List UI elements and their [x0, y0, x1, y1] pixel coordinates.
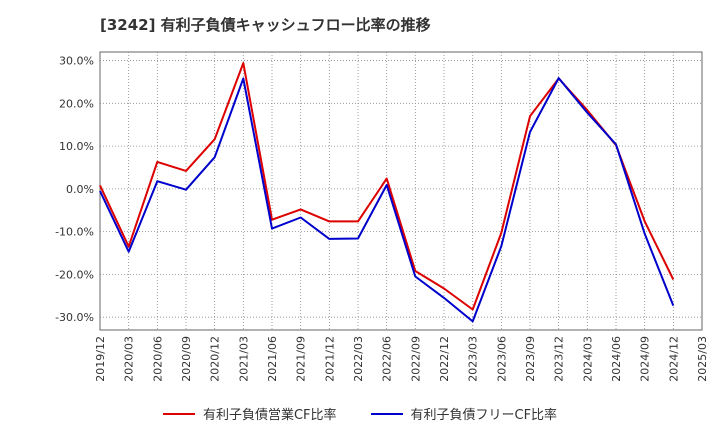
- y-tick-label: 30.0%: [59, 55, 94, 68]
- x-tick-label: 2021/12: [323, 336, 336, 382]
- x-tick-label: 2024/12: [667, 336, 680, 382]
- x-tick-label: 2020/12: [209, 336, 222, 382]
- legend-label: 有利子負債フリーCF比率: [410, 408, 558, 423]
- legend-label: 有利子負債営業CF比率: [202, 408, 337, 423]
- legend: 有利子負債営業CF比率 有利子負債フリーCF比率: [0, 404, 720, 423]
- x-tick-label: 2022/09: [409, 336, 422, 382]
- grid-lines: [100, 52, 702, 330]
- x-tick-label: 2022/12: [438, 336, 451, 382]
- x-tick-label: 2024/09: [639, 336, 652, 382]
- x-tick-label: 2023/06: [495, 336, 508, 382]
- series-lines: [99, 62, 675, 323]
- legend-item-free-cf: 有利子負債フリーCF比率: [370, 404, 558, 423]
- y-tick-label: 20.0%: [59, 97, 94, 110]
- x-tick-label: 2023/09: [524, 336, 537, 382]
- y-axis-ticks: 30.0% 20.0% 10.0% 0.0% -10.0% -20.0% -30.0%: [55, 55, 94, 325]
- legend-item-operating-cf: 有利子負債営業CF比率: [162, 404, 337, 423]
- y-tick-label: -30.0%: [55, 311, 94, 324]
- y-tick-label: -10.0%: [55, 226, 94, 239]
- plot-area: [99, 51, 703, 331]
- x-tick-label: 2025/03: [696, 336, 709, 382]
- x-tick-label: 2023/12: [553, 336, 566, 382]
- x-tick-label: 2021/03: [237, 336, 250, 382]
- x-tick-label: 2024/06: [610, 336, 623, 382]
- x-tick-label: 2021/09: [295, 336, 308, 382]
- x-tick-label: 2022/06: [381, 336, 394, 382]
- x-tick-label: 2020/06: [151, 336, 164, 382]
- series-line-1: [99, 77, 675, 323]
- x-tick-label: 2020/09: [180, 336, 193, 382]
- y-tick-label: 0.0%: [66, 183, 94, 196]
- x-tick-label: 2024/03: [581, 336, 594, 382]
- x-tick-label: 2020/03: [123, 336, 136, 382]
- x-tick-label: 2021/06: [266, 336, 279, 382]
- x-tick-label: 2023/03: [467, 336, 480, 382]
- legend-swatch-blue: [370, 412, 403, 415]
- x-tick-label: 2019/12: [94, 336, 107, 382]
- y-tick-label: -20.0%: [55, 268, 94, 281]
- legend-swatch-red: [162, 412, 195, 415]
- x-tick-label: 2022/03: [352, 336, 365, 382]
- chart-title: [3242] 有利子負債キャッシュフロー比率の推移: [100, 16, 431, 34]
- y-tick-label: 10.0%: [59, 140, 94, 153]
- x-axis-ticks: 2019/12 2020/03 2020/06 2020/09 2020/12 2021/…: [94, 336, 709, 382]
